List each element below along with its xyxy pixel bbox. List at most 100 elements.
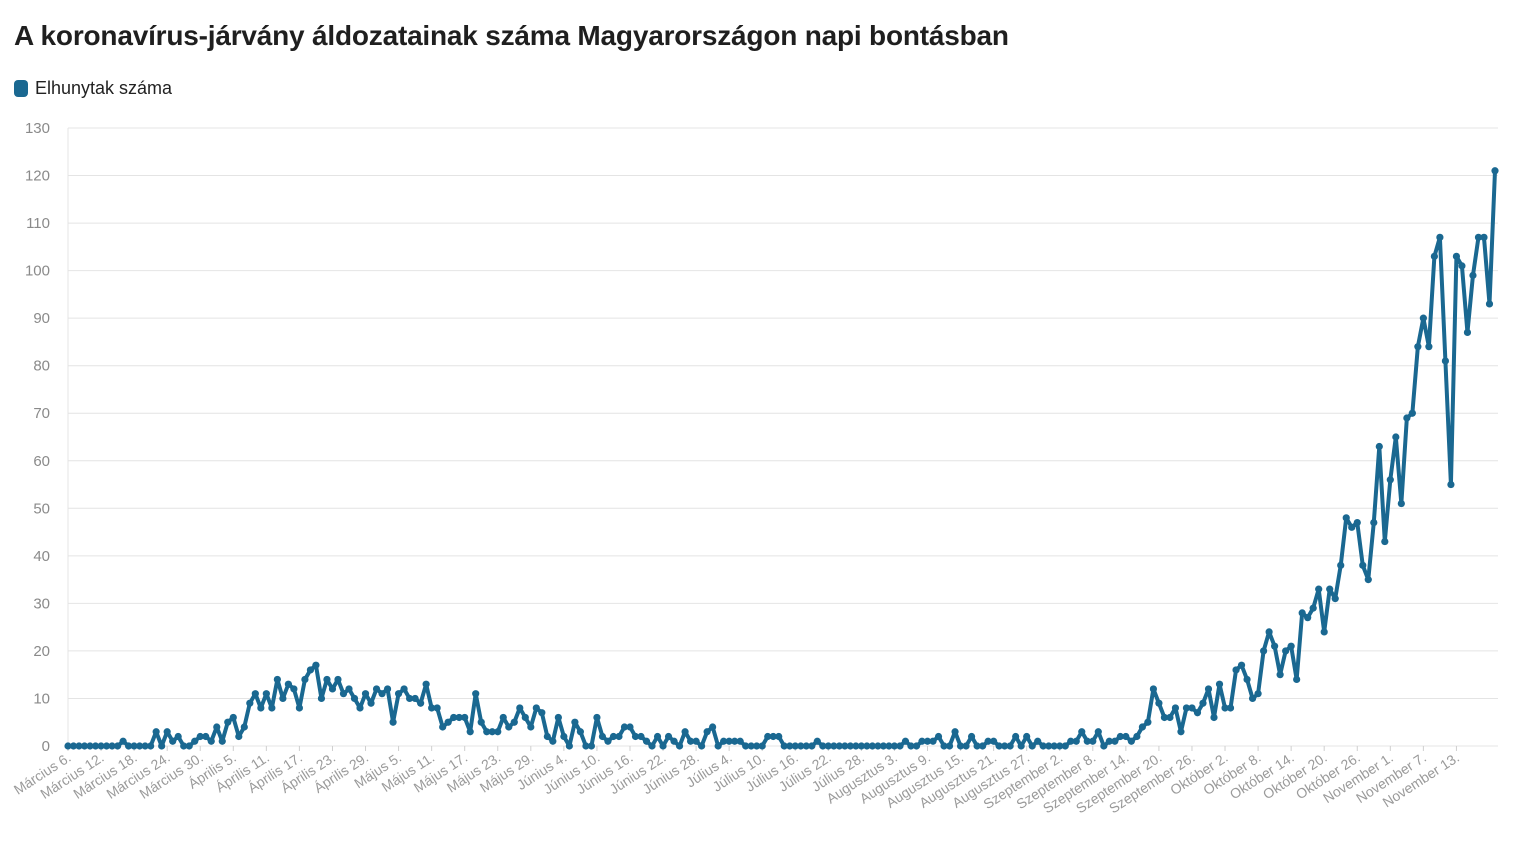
data-point[interactable] [472, 690, 480, 698]
data-point[interactable] [1353, 518, 1361, 527]
data-point[interactable] [979, 742, 987, 750]
data-point[interactable] [356, 704, 364, 712]
data-point[interactable] [1436, 233, 1444, 241]
data-point[interactable] [1342, 514, 1350, 522]
data-point[interactable] [1199, 699, 1207, 707]
data-point[interactable] [1320, 628, 1328, 636]
data-point[interactable] [1122, 732, 1130, 741]
data-point[interactable] [1287, 642, 1295, 650]
data-point[interactable] [675, 742, 684, 750]
data-point[interactable] [433, 704, 441, 712]
data-point[interactable] [1078, 728, 1086, 736]
data-point[interactable] [1144, 718, 1152, 726]
data-point[interactable] [615, 732, 623, 741]
data-point[interactable] [593, 713, 601, 722]
data-point[interactable] [703, 728, 711, 736]
data-point[interactable] [538, 709, 546, 717]
data-point[interactable] [400, 685, 408, 693]
data-point[interactable] [91, 742, 100, 750]
data-point[interactable] [1259, 647, 1268, 655]
data-point[interactable] [532, 704, 540, 712]
data-point[interactable] [1210, 713, 1218, 722]
data-point[interactable] [1160, 713, 1169, 722]
data-point[interactable] [1001, 742, 1009, 750]
data-point[interactable] [923, 737, 932, 745]
data-point[interactable] [1237, 661, 1246, 669]
data-point[interactable] [1116, 732, 1124, 741]
data-point[interactable] [720, 737, 728, 745]
data-point[interactable] [1452, 252, 1461, 260]
data-point[interactable] [350, 694, 359, 703]
data-point[interactable] [659, 742, 667, 750]
data-point[interactable] [1386, 476, 1394, 484]
data-point[interactable] [1149, 685, 1158, 693]
data-point[interactable] [499, 713, 507, 722]
data-point[interactable] [273, 675, 281, 684]
data-point[interactable] [494, 728, 502, 736]
data-point[interactable] [361, 690, 370, 698]
data-point[interactable] [191, 737, 199, 745]
data-point[interactable] [1304, 614, 1312, 622]
data-point[interactable] [1232, 666, 1240, 674]
data-point[interactable] [835, 742, 843, 750]
data-point[interactable] [1397, 499, 1405, 508]
data-point[interactable] [1100, 742, 1108, 750]
data-point[interactable] [1193, 709, 1202, 717]
data-point[interactable] [962, 742, 970, 750]
data-point[interactable] [1034, 737, 1042, 745]
data-point[interactable] [516, 704, 524, 712]
data-point[interactable] [1403, 414, 1411, 422]
data-point[interactable] [1056, 742, 1064, 750]
data-point[interactable] [251, 690, 259, 698]
data-point[interactable] [527, 723, 535, 731]
data-point[interactable] [786, 742, 794, 750]
data-point[interactable] [372, 685, 381, 693]
data-point[interactable] [764, 732, 772, 741]
legend[interactable]: Elhunytak száma [14, 78, 172, 99]
data-point[interactable] [1271, 642, 1279, 650]
data-point[interactable] [846, 742, 854, 750]
data-point[interactable] [1182, 704, 1191, 712]
data-point[interactable] [802, 742, 810, 750]
data-point[interactable] [505, 723, 513, 731]
data-point[interactable] [907, 742, 915, 750]
data-point[interactable] [819, 742, 827, 750]
data-point[interactable] [405, 694, 414, 703]
data-point[interactable] [753, 742, 761, 750]
data-point[interactable] [841, 742, 849, 750]
data-point[interactable] [945, 742, 954, 750]
data-point[interactable] [439, 723, 447, 731]
data-point[interactable] [1458, 262, 1466, 270]
data-point[interactable] [383, 685, 392, 693]
data-point[interactable] [1485, 300, 1494, 308]
data-point[interactable] [301, 675, 309, 684]
data-point[interactable] [1474, 233, 1483, 241]
data-point[interactable] [543, 732, 551, 741]
data-point[interactable] [709, 723, 717, 731]
data-point[interactable] [108, 742, 116, 750]
data-point[interactable] [857, 742, 865, 750]
data-point[interactable] [367, 699, 375, 707]
data-point[interactable] [378, 690, 386, 698]
data-point[interactable] [664, 732, 673, 741]
data-point[interactable] [180, 742, 188, 750]
data-point[interactable] [417, 699, 425, 707]
data-point[interactable] [1348, 523, 1356, 531]
data-point[interactable] [1282, 647, 1290, 655]
data-point[interactable] [1221, 704, 1229, 712]
data-point[interactable] [670, 737, 678, 745]
data-point[interactable] [1298, 609, 1306, 617]
data-point[interactable] [808, 742, 816, 750]
data-point[interactable] [202, 732, 210, 741]
data-point[interactable] [934, 732, 943, 741]
data-point[interactable] [488, 728, 496, 736]
data-point[interactable] [813, 737, 821, 745]
data-point[interactable] [69, 742, 78, 750]
data-point[interactable] [1419, 314, 1427, 322]
data-point[interactable] [80, 742, 89, 750]
data-point[interactable] [306, 666, 315, 674]
data-point[interactable] [995, 742, 1003, 750]
data-point[interactable] [890, 742, 899, 750]
data-point[interactable] [631, 732, 640, 741]
data-point[interactable] [1491, 167, 1499, 175]
